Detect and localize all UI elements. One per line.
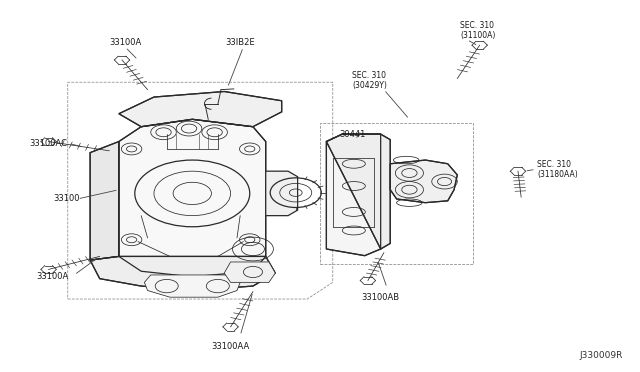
Polygon shape: [90, 256, 275, 291]
Text: J330009R: J330009R: [580, 351, 623, 360]
Text: 33100A: 33100A: [36, 272, 68, 281]
Polygon shape: [326, 134, 390, 249]
Text: 33100AC: 33100AC: [29, 139, 67, 148]
Polygon shape: [145, 275, 240, 297]
Text: 33100A: 33100A: [109, 38, 141, 47]
Text: 33100AA: 33100AA: [211, 341, 250, 351]
Polygon shape: [119, 119, 266, 277]
Text: 33IB2E: 33IB2E: [225, 38, 255, 47]
Polygon shape: [390, 160, 458, 203]
Text: SEC. 310
(30429Y): SEC. 310 (30429Y): [352, 71, 387, 90]
Polygon shape: [266, 171, 298, 216]
Text: SEC. 310
(31100A): SEC. 310 (31100A): [461, 20, 496, 39]
Polygon shape: [326, 134, 381, 256]
Polygon shape: [224, 262, 275, 282]
Polygon shape: [119, 92, 282, 127]
Text: 33100AB: 33100AB: [362, 294, 400, 302]
Polygon shape: [90, 141, 119, 260]
Text: 33100: 33100: [53, 195, 79, 203]
Text: SEC. 310
(31180AA): SEC. 310 (31180AA): [537, 160, 578, 179]
Text: 30441: 30441: [339, 129, 365, 139]
